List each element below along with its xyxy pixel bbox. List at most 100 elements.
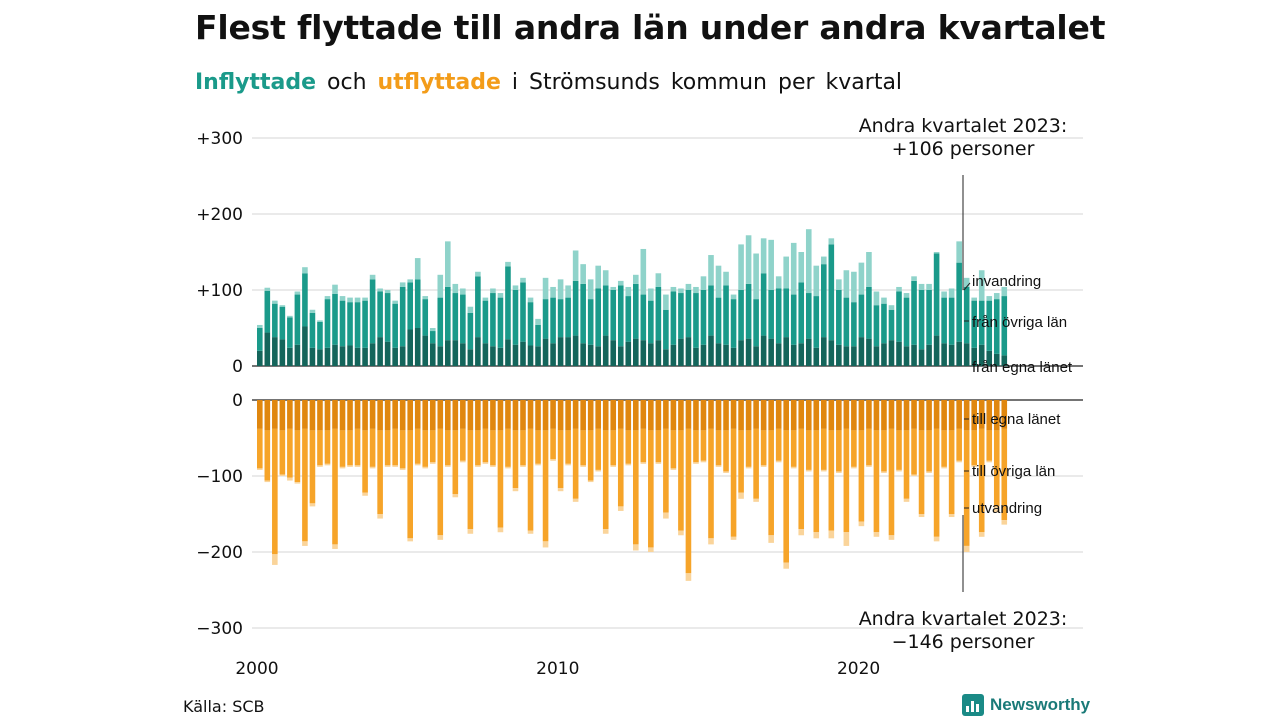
bar-in-segment bbox=[858, 337, 865, 366]
bar-in-segment bbox=[760, 335, 767, 366]
bar-in-segment bbox=[257, 328, 263, 351]
bar-in-segment bbox=[467, 306, 474, 313]
bar-out-segment bbox=[851, 466, 857, 469]
bar-in-segment bbox=[347, 297, 353, 303]
bar-in-segment bbox=[715, 343, 722, 366]
bar-in-segment bbox=[339, 296, 346, 301]
bar-out-segment bbox=[377, 514, 383, 519]
bar-out-segment bbox=[617, 506, 624, 511]
bar-out-segment bbox=[648, 430, 654, 548]
bar-in-segment bbox=[978, 300, 985, 345]
bar-in-segment bbox=[843, 297, 850, 347]
bar-out-segment bbox=[738, 400, 744, 431]
bar-in-segment bbox=[384, 293, 391, 342]
bar-in-segment bbox=[813, 347, 820, 366]
bar-in-segment bbox=[986, 296, 993, 301]
bar-in-segment bbox=[557, 279, 564, 300]
bar-out-segment bbox=[775, 428, 782, 461]
bar-in-segment bbox=[828, 238, 835, 245]
bar-in-segment bbox=[437, 346, 444, 366]
bar-in-segment bbox=[948, 297, 955, 345]
bar-in-segment bbox=[587, 344, 594, 366]
bar-in-segment bbox=[663, 349, 669, 366]
bar-out-segment bbox=[956, 400, 962, 429]
bar-out-segment bbox=[813, 430, 820, 533]
bar-out-segment bbox=[339, 400, 346, 431]
bar-out-segment bbox=[309, 430, 316, 504]
bar-out-segment bbox=[392, 428, 398, 466]
bar-out-segment bbox=[693, 400, 699, 431]
bar-out-segment bbox=[971, 430, 977, 466]
bar-out-segment bbox=[550, 459, 556, 461]
bar-out-segment bbox=[700, 430, 707, 461]
bar-in-segment bbox=[414, 258, 421, 280]
bar-out-segment bbox=[527, 428, 534, 531]
bar-in-segment bbox=[445, 241, 451, 287]
bar-out-segment bbox=[745, 466, 752, 469]
bar-out-segment bbox=[377, 400, 383, 431]
bar-out-segment bbox=[625, 430, 632, 464]
bar-in-segment bbox=[881, 303, 887, 344]
bar-in-segment bbox=[512, 290, 519, 345]
bar-out-segment bbox=[339, 430, 346, 467]
bar-out-segment bbox=[993, 430, 1000, 507]
bar-out-segment bbox=[783, 400, 789, 431]
bar-out-segment bbox=[670, 468, 677, 470]
bar-out-segment bbox=[956, 428, 962, 461]
bar-in-segment bbox=[1001, 286, 1008, 297]
bar-in-segment bbox=[535, 318, 541, 325]
bar-out-segment bbox=[445, 430, 451, 466]
bar-out-segment bbox=[858, 521, 865, 527]
bar-in-segment bbox=[783, 256, 789, 289]
bar-in-segment bbox=[685, 337, 692, 366]
bar-out-segment bbox=[505, 400, 511, 429]
bar-out-segment bbox=[678, 400, 684, 431]
bars-inflyttade bbox=[257, 229, 1008, 366]
bar-out-segment bbox=[723, 400, 729, 431]
bar-in-segment bbox=[633, 274, 639, 284]
annotation-top-line1: Andra kvartalet 2023: bbox=[859, 115, 1068, 137]
bar-in-segment bbox=[294, 294, 301, 345]
bar-in-segment bbox=[302, 273, 308, 327]
bar-in-segment bbox=[272, 303, 278, 338]
bar-in-segment bbox=[437, 274, 444, 298]
bar-out-segment bbox=[760, 465, 767, 467]
bar-in-segment bbox=[670, 286, 677, 292]
bar-in-segment bbox=[896, 286, 902, 292]
bar-in-segment bbox=[903, 297, 910, 347]
bar-in-segment bbox=[851, 346, 857, 366]
bar-in-segment bbox=[986, 350, 993, 366]
bar-in-segment bbox=[821, 256, 827, 265]
bar-in-segment bbox=[324, 296, 331, 300]
bar-out-segment bbox=[324, 400, 331, 431]
annotation-bottom-line2: −146 personer bbox=[892, 631, 1035, 653]
x-tick-label: 2000 bbox=[235, 659, 278, 679]
bar-out-segment bbox=[272, 428, 278, 555]
bar-out-segment bbox=[414, 428, 421, 464]
bar-out-segment bbox=[437, 400, 444, 429]
bar-in-segment bbox=[550, 343, 556, 366]
bar-out-segment bbox=[287, 400, 293, 429]
bar-in-segment bbox=[663, 309, 669, 350]
bar-in-segment bbox=[963, 286, 970, 344]
bar-in-segment bbox=[828, 244, 835, 341]
bar-out-segment bbox=[414, 463, 421, 466]
bar-out-segment bbox=[775, 400, 782, 429]
bar-in-segment bbox=[309, 312, 316, 348]
y-tick-label-bottom: −100 bbox=[196, 467, 243, 487]
bar-out-segment bbox=[948, 430, 955, 514]
bar-out-segment bbox=[896, 400, 902, 431]
bar-out-segment bbox=[407, 538, 413, 542]
bar-in-segment bbox=[678, 338, 684, 366]
bar-in-segment bbox=[956, 341, 962, 366]
bar-out-segment bbox=[888, 535, 895, 540]
bar-in-segment bbox=[790, 294, 797, 345]
bar-out-segment bbox=[828, 400, 835, 431]
bar-out-segment bbox=[933, 536, 940, 542]
bar-in-segment bbox=[490, 346, 496, 366]
bar-out-segment bbox=[602, 400, 609, 431]
bar-in-segment bbox=[384, 290, 391, 294]
bar-in-segment bbox=[963, 277, 970, 287]
bar-in-segment bbox=[445, 286, 451, 341]
bar-out-segment bbox=[520, 400, 526, 431]
